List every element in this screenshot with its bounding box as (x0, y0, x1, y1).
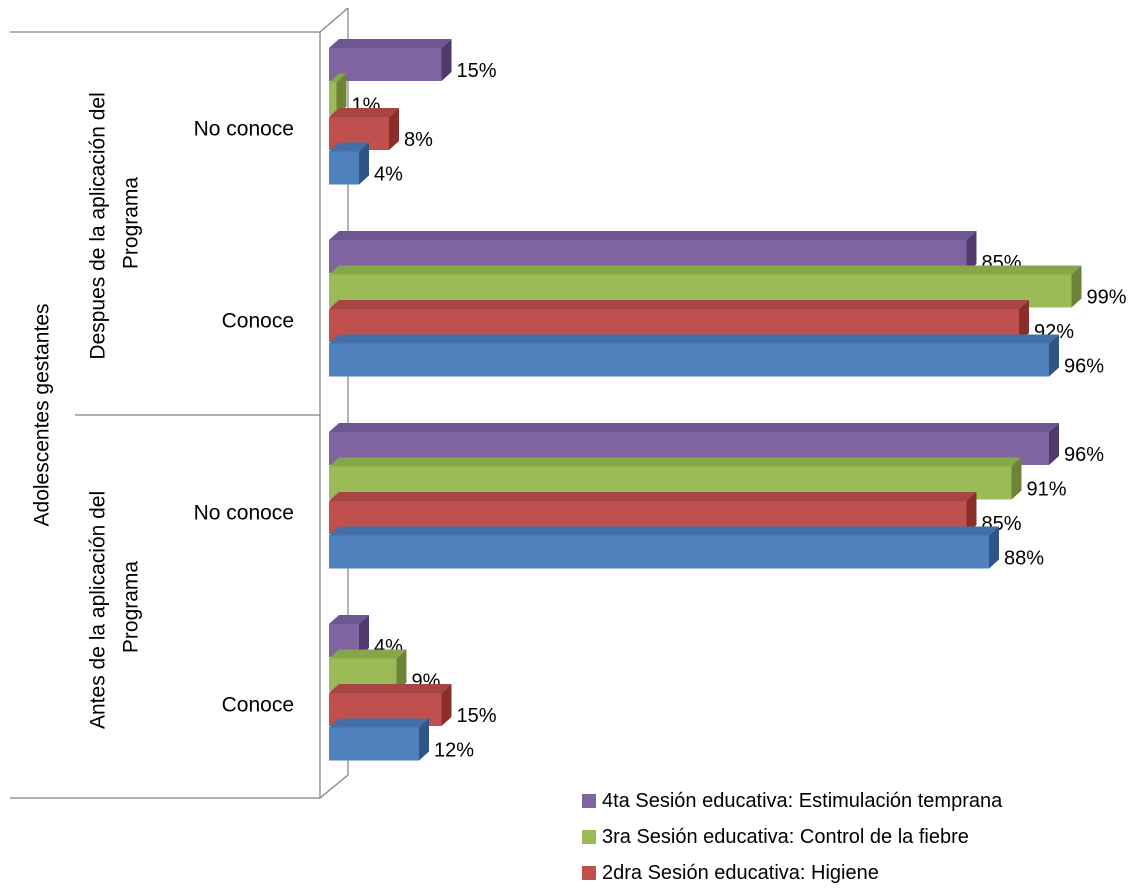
legend-item: 3ra Sesión educativa: Control de la fieb… (582, 821, 1002, 853)
data-label: 8% (404, 129, 433, 151)
group-label-antes: Antes de la aplicación del Programa (81, 485, 143, 729)
bar-front-face (329, 151, 359, 185)
bars-layer: 15%85%96%4%1%99%91%9%8%92%85%15%4%96%88%… (329, 39, 1127, 762)
bar (329, 334, 1059, 377)
data-label: 15% (457, 705, 497, 727)
bar-front-face (329, 48, 442, 81)
category-label: Conoce (222, 694, 294, 717)
data-label: 4% (374, 164, 403, 186)
group-label-despues: Despues de la aplicación del Programa (81, 86, 143, 359)
bar-top-face (329, 684, 452, 693)
bar-side-face (1049, 423, 1059, 465)
group-label-line: Despues de la aplicación del (87, 92, 110, 359)
bar-front-face (329, 535, 989, 569)
bar-side-face (396, 649, 407, 692)
bar-top-face (329, 718, 429, 728)
data-label: 12% (434, 740, 474, 762)
data-label: 15% (457, 60, 497, 82)
bar-top-face (329, 142, 369, 152)
bar-side-face (336, 73, 347, 116)
bar-side-face (389, 108, 399, 150)
bar (329, 718, 429, 761)
bar-front-face (329, 727, 419, 761)
axis-wall-line (319, 7, 349, 33)
bar-side-face (966, 492, 977, 534)
bar (329, 108, 399, 150)
bar-top-face (329, 108, 399, 117)
legend-item: 2dra Sesión educativa: Higiene (582, 857, 1002, 889)
axis-wall-line (319, 774, 349, 799)
bar-top-face (329, 231, 977, 240)
bar-front-face (329, 343, 1049, 377)
outer-category-label: Adolescentes gestantes (31, 304, 54, 527)
bar (329, 73, 347, 116)
bar-top-face (329, 492, 977, 501)
bar-top-face (329, 615, 369, 624)
bar-top-face (329, 265, 1082, 275)
legend-label: 4ta Sesión educativa: Estimulación tempr… (602, 789, 1003, 812)
bar-side-face (441, 39, 452, 81)
bar-side-face (441, 684, 452, 726)
group-label-line: Programa (120, 177, 143, 270)
bar-top-face (329, 649, 407, 659)
bar (329, 39, 452, 81)
legend: 4ta Sesión educativa: Estimulación tempr… (582, 785, 1002, 893)
bar-top-face (329, 334, 1059, 344)
legend-label: 3ra Sesión educativa: Control de la fieb… (602, 825, 969, 848)
bar-side-face (1049, 334, 1059, 377)
bar-side-face (966, 231, 977, 273)
bar-side-face (1071, 265, 1082, 308)
bar-top-face (329, 300, 1029, 309)
group-label-line: Antes de la aplicación del (87, 491, 110, 729)
data-label: 99% (1087, 287, 1127, 309)
bar-top-face (329, 73, 347, 83)
category-label: No conoce (194, 502, 294, 525)
data-label: 91% (1027, 479, 1067, 501)
bar (329, 526, 999, 569)
legend-swatch (582, 794, 596, 808)
legend-label: 2dra Sesión educativa: Higiene (602, 861, 879, 884)
bar-top-face (329, 526, 999, 536)
bar (329, 142, 369, 185)
legend-swatch (582, 866, 596, 880)
category-label: Conoce (222, 310, 294, 333)
bar-top-face (329, 39, 452, 48)
group-label-line: Programa (120, 561, 143, 654)
legend-swatch (582, 830, 596, 844)
data-label: 96% (1064, 444, 1104, 466)
legend-item: 4ta Sesión educativa: Estimulación tempr… (582, 785, 1002, 817)
bar-side-face (359, 615, 369, 657)
bar-side-face (1019, 300, 1029, 342)
bar-side-face (359, 142, 369, 185)
bar-side-face (419, 718, 429, 761)
data-label: 96% (1064, 356, 1104, 378)
bar-front-face (329, 82, 337, 116)
bar-side-face (989, 526, 999, 569)
bar-side-face (1011, 457, 1022, 500)
category-label: No conoce (194, 118, 294, 141)
category-axis (10, 7, 349, 799)
data-label: 88% (1004, 548, 1044, 570)
bar-top-face (329, 457, 1022, 467)
bar-top-face (329, 423, 1059, 432)
